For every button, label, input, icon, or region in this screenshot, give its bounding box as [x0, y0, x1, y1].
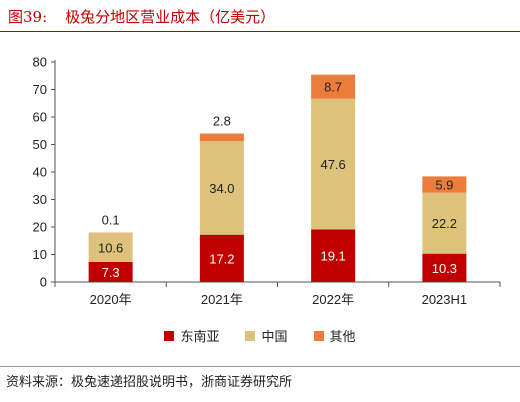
data-label-other: 2.8 [213, 114, 231, 129]
bar-china [311, 98, 356, 230]
legend-item-other: 其他 [313, 326, 356, 345]
data-label-southeast-asia: 17.2 [209, 251, 234, 266]
data-label-china: 22.2 [432, 216, 457, 231]
data-label-other: 5.9 [435, 178, 453, 193]
bar-southeast-asia [199, 234, 244, 282]
bar-other [199, 133, 244, 142]
figure-number: 图39: [8, 8, 48, 26]
source-note: 资料来源：极兔速递招股说明书，浙商证券研究所 [6, 375, 293, 390]
x-tick-label: 2023H1 [422, 292, 468, 307]
x-tick-label: 2020年 [90, 292, 132, 307]
data-label-southeast-asia: 7.3 [102, 265, 120, 280]
y-tick-label: 40 [33, 165, 47, 180]
bar-other [422, 176, 467, 193]
chart-legend: 东南亚 中国 其他 [0, 326, 520, 345]
y-tick-label: 20 [33, 220, 47, 235]
y-tick-label: 60 [33, 110, 47, 125]
bar-southeast-asia [88, 261, 133, 282]
figure-title: 图39: 极兔分地区营业成本（亿美元） [8, 6, 275, 27]
y-tick-label: 0 [40, 275, 47, 290]
bar-southeast-asia [311, 229, 356, 282]
x-tick-label: 2021年 [201, 292, 243, 307]
data-label-china: 10.6 [98, 240, 123, 255]
legend-swatch-southeast-asia [164, 330, 175, 341]
bar-china [422, 192, 467, 254]
chart-title: 极兔分地区营业成本（亿美元） [65, 8, 276, 26]
stacked-bar-chart: 0 10 20 30 40 50 60 70 80 7.3 10.6 0.1 2020年 17.2 34.0… [33, 55, 501, 307]
title-rule [0, 31, 520, 32]
data-label-other: 0.1 [102, 213, 120, 228]
legend-item-southeast-asia: 东南亚 [164, 326, 219, 345]
bar-china [199, 141, 244, 235]
data-label-china: 34.0 [209, 181, 234, 196]
data-label-southeast-asia: 10.3 [432, 261, 457, 276]
legend-item-china: 中国 [245, 326, 288, 345]
y-tick-label: 10 [33, 247, 47, 262]
bar-china [88, 232, 133, 262]
bar-other [311, 74, 356, 99]
data-label-southeast-asia: 19.1 [320, 249, 345, 264]
legend-swatch-other [313, 330, 324, 341]
legend-label-other: 其他 [329, 330, 356, 345]
y-tick-label: 80 [33, 55, 47, 70]
y-tick-label: 30 [33, 192, 47, 207]
x-tick-label: 2022年 [312, 292, 354, 307]
legend-swatch-china [245, 330, 256, 341]
y-tick-label: 50 [33, 137, 47, 152]
data-label-china: 47.6 [320, 157, 345, 172]
legend-label-china: 中国 [261, 330, 288, 345]
y-tick-label: 70 [33, 82, 47, 97]
legend-label-southeast-asia: 东南亚 [180, 330, 220, 345]
bar-southeast-asia [422, 253, 467, 282]
data-label-other: 8.7 [324, 80, 342, 95]
source-rule [0, 366, 520, 367]
